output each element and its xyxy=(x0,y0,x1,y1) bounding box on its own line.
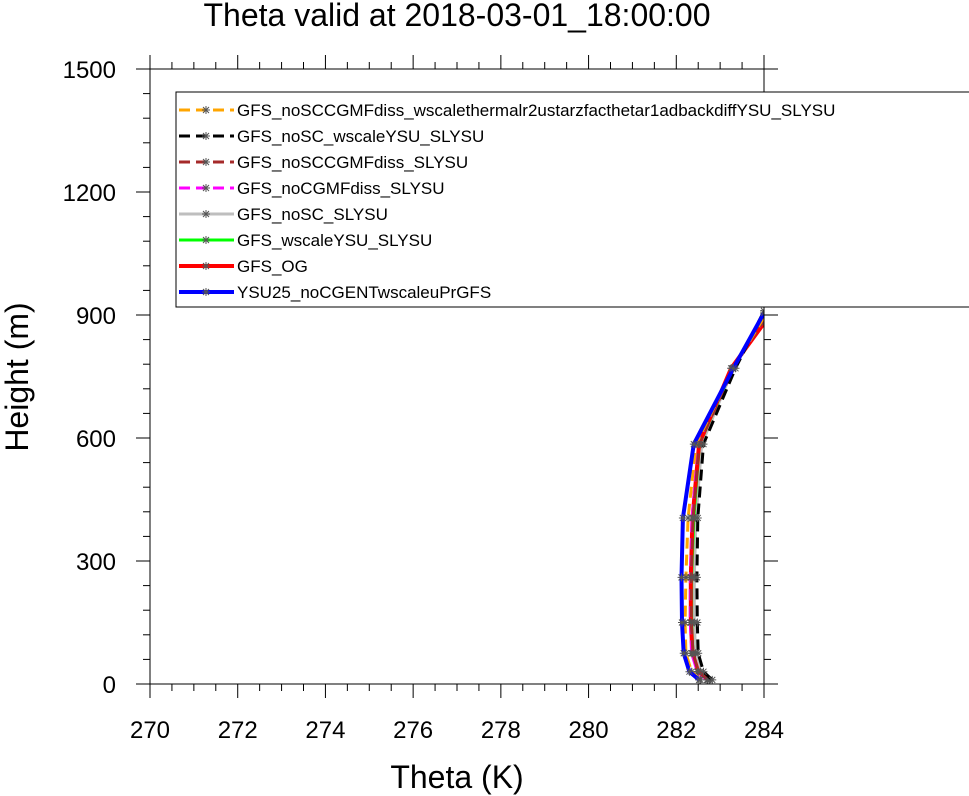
legend-label: YSU25_noCGENTwscaleuPrGFS xyxy=(237,283,491,302)
legend: GFS_noSCCGMFdiss_wscalethermalr2ustarzfa… xyxy=(175,91,969,308)
y-tick-label: 300 xyxy=(76,549,116,576)
series-line-7 xyxy=(677,308,764,684)
series-marker xyxy=(687,618,696,627)
series-line-5 xyxy=(687,315,764,684)
series-marker xyxy=(202,106,210,114)
series-marker xyxy=(689,440,698,449)
series-marker xyxy=(695,675,704,684)
tick-labels: 270 272 274 276 278 280 282 284 0 300 600 900 1200 15… xyxy=(63,57,784,744)
legend-label: GFS_noSCCGMFdiss_SLYSU xyxy=(237,153,468,172)
series-marker xyxy=(202,288,210,296)
x-tick-label: 276 xyxy=(393,717,433,744)
series-marker xyxy=(703,675,712,684)
series-marker xyxy=(202,236,210,244)
series-marker xyxy=(202,210,210,218)
series-marker xyxy=(687,573,696,582)
legend-label: GFS_wscaleYSU_SLYSU xyxy=(237,231,432,250)
series-marker xyxy=(677,618,686,627)
legend-label: GFS_noSCCGMFdiss_wscalethermalr2ustarzfa… xyxy=(237,101,835,120)
series-marker xyxy=(692,573,701,582)
y-axis-label: Height (m) xyxy=(0,302,35,451)
series-marker xyxy=(202,262,210,270)
series-marker xyxy=(677,573,686,582)
x-tick-label: 278 xyxy=(481,717,521,744)
series-marker xyxy=(694,667,703,676)
plot-frame xyxy=(149,68,765,685)
x-tick-label: 284 xyxy=(744,717,784,744)
series-marker xyxy=(729,364,738,373)
legend-label: GFS_noSC_wscaleYSU_SLYSU xyxy=(237,127,484,146)
series-marker xyxy=(694,649,703,658)
series-marker xyxy=(688,513,697,522)
chart-title: Theta valid at 2018-03-01_18:00:00 xyxy=(203,0,710,33)
y-tick-label: 1200 xyxy=(63,180,116,207)
legend-label: GFS_OG xyxy=(237,257,308,276)
series-marker xyxy=(693,618,702,627)
series-marker xyxy=(679,649,688,658)
x-tick-label: 282 xyxy=(656,717,696,744)
series-marker xyxy=(699,440,708,449)
series-marker xyxy=(693,513,702,522)
series-marker xyxy=(699,667,708,676)
series-marker xyxy=(202,184,210,192)
y-tick-label: 600 xyxy=(76,426,116,453)
series-marker xyxy=(688,649,697,658)
x-tick-label: 280 xyxy=(569,717,609,744)
x-tick-label: 274 xyxy=(305,717,345,744)
series-line-2 xyxy=(687,315,764,684)
series-marker xyxy=(202,132,210,140)
series-marker xyxy=(685,667,694,676)
series-marker xyxy=(681,573,690,582)
series-marker xyxy=(708,675,717,684)
series-marker xyxy=(678,513,687,522)
x-tick-label: 270 xyxy=(130,717,170,744)
x-tick-label: 272 xyxy=(218,717,258,744)
series-marker xyxy=(202,158,210,166)
legend-box xyxy=(175,91,969,308)
y-tick-label: 0 xyxy=(103,672,116,699)
series-marker xyxy=(684,513,693,522)
legend-label: GFS_noCGMFdiss_SLYSU xyxy=(237,179,445,198)
series-line-1 xyxy=(692,306,764,684)
x-axis-label: Theta (K) xyxy=(390,759,523,795)
series-layer xyxy=(677,306,764,684)
y-tick-label: 1500 xyxy=(63,57,116,84)
legend-label: GFS_noSC_SLYSU xyxy=(237,205,388,224)
y-tick-label: 900 xyxy=(76,303,116,330)
